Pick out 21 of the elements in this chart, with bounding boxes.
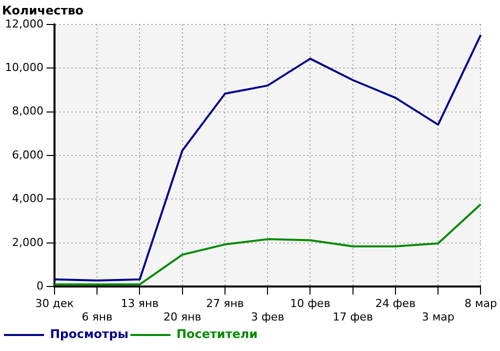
x-tick-label: 6 янв	[82, 310, 113, 324]
x-tick-label: 10 фев	[290, 297, 330, 310]
y-tick-label: 2,000	[12, 236, 44, 249]
x-tick-label: 20 янв	[163, 310, 202, 324]
x-tick-label: 8 мар	[464, 297, 498, 310]
chart-title: Количество	[2, 3, 84, 18]
legend-label: Просмотры	[50, 327, 128, 342]
y-tick-label: 10,000	[4, 60, 44, 74]
y-tick-label: 0	[36, 279, 44, 292]
x-tick-label: 27 янв	[206, 297, 244, 310]
x-tick-label: 17 фев	[332, 310, 373, 324]
x-tick-label: 13 янв	[120, 297, 159, 310]
y-tick-label: 12,000	[4, 17, 44, 30]
y-tick-label: 8,000	[12, 104, 44, 118]
x-tick-label: 3 фев	[251, 310, 284, 324]
y-tick-label: 4,000	[12, 192, 44, 206]
y-tick-label: 6,000	[12, 148, 44, 162]
legend-label: Посетители	[176, 327, 258, 342]
x-tick-label: 30 дек	[35, 297, 74, 310]
x-tick-label: 3 мар	[422, 310, 454, 324]
x-tick-label: 24 фев	[375, 297, 416, 310]
